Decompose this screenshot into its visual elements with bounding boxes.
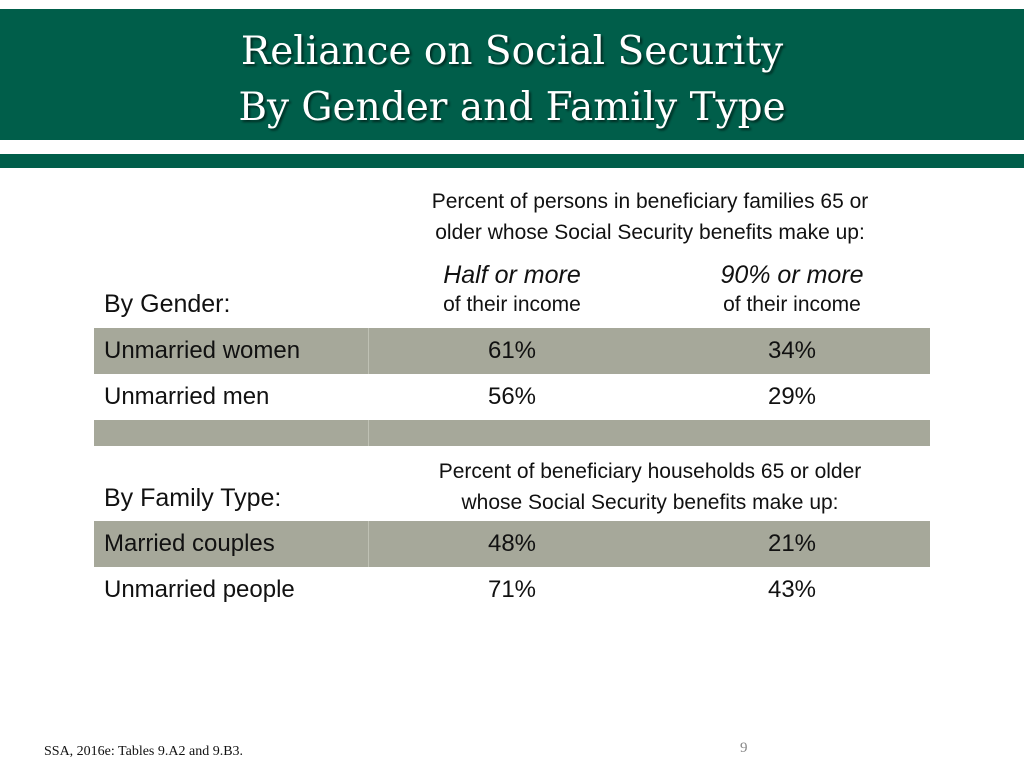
ninety-or-more-value: 21% [767, 530, 817, 557]
ninety-or-more-value: 43% [767, 576, 817, 603]
row-label: Unmarried people [104, 576, 295, 603]
column-header-ninety-or-more: 90% or more of their income [682, 260, 902, 320]
title-divider-stripe [0, 154, 1024, 168]
family-section-label: By Family Type: [104, 484, 282, 512]
source-citation: SSA, 2016e: Tables 9.A2 and 9.B3. [44, 744, 244, 759]
column-header-half-sub: of their income [443, 293, 581, 316]
gender-heading-line-2: older whose Social Security benefits mak… [435, 221, 865, 244]
table-row: Unmarried men 56% 29% [94, 374, 930, 420]
column-header-ninety-main: 90% or more [720, 261, 864, 289]
half-or-more-value: 48% [487, 530, 537, 557]
column-header-half-or-more: Half or more of their income [402, 260, 622, 320]
gender-heading-line-1: Percent of persons in beneficiary famili… [431, 190, 869, 213]
column-divider [368, 420, 369, 446]
title-bar: Reliance on Social Security By Gender an… [0, 9, 1024, 140]
section-separator-row [94, 420, 930, 446]
table-row: Unmarried people 71% 43% [94, 567, 930, 613]
family-heading-line-1: Percent of beneficiary households 65 or … [438, 460, 862, 483]
family-heading-line-2: whose Social Security benefits make up: [461, 491, 839, 514]
row-label: Married couples [104, 530, 275, 557]
column-divider [368, 328, 369, 374]
table-row: Married couples 48% 21% [94, 521, 930, 567]
gender-section-label: By Gender: [104, 290, 231, 318]
slide-title-line-1: Reliance on Social Security [240, 29, 784, 74]
ninety-or-more-value: 29% [767, 383, 817, 410]
ninety-or-more-value: 34% [767, 337, 817, 364]
gender-heading: Percent of persons in beneficiary famili… [370, 186, 930, 248]
row-label: Unmarried men [104, 383, 270, 410]
half-or-more-value: 61% [487, 337, 537, 364]
family-heading: Percent of beneficiary households 65 or … [370, 456, 930, 518]
row-label: Unmarried women [104, 337, 301, 364]
half-or-more-value: 71% [487, 576, 537, 603]
slide-title-line-2: By Gender and Family Type [238, 85, 786, 130]
page-number: 9 [740, 740, 748, 756]
column-divider [368, 521, 369, 567]
half-or-more-value: 56% [487, 383, 537, 410]
column-header-ninety-sub: of their income [723, 293, 861, 316]
column-header-half-main: Half or more [443, 261, 581, 289]
table-row: Unmarried women 61% 34% [94, 328, 930, 374]
